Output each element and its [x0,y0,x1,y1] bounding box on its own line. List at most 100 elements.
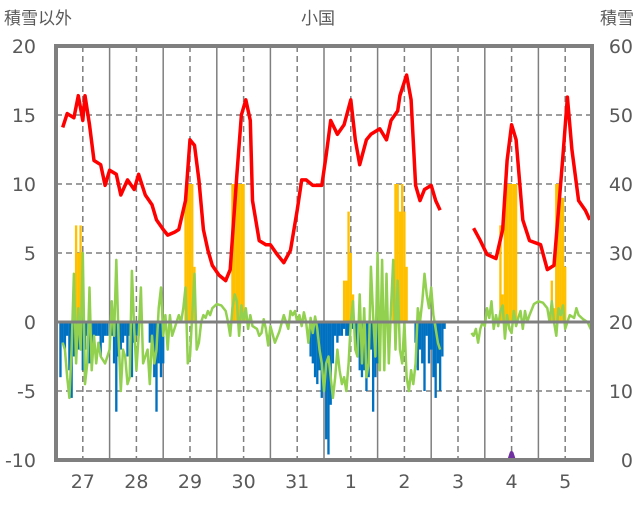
yellow-bar [398,211,402,322]
blue-bar [124,322,127,336]
right-tick-label: 50 [609,105,633,127]
yellow-bar [503,184,507,322]
blue-bar [418,322,422,350]
blue-bar [316,322,319,385]
blue-bar [430,322,433,350]
blue-bar [443,322,446,329]
right-tick-label: 60 [609,36,633,58]
blue-bar [345,322,348,336]
left-tick-label: -10 [5,450,36,472]
x-tick-label: 29 [178,471,202,493]
blue-bar [358,322,361,371]
yellow-bar [77,253,80,322]
x-tick-label: 2 [398,471,410,493]
blue-bar [340,322,344,336]
x-tick-label: 30 [232,471,256,493]
red-line [61,73,592,283]
blue-bar [427,322,431,364]
blue-bar [416,322,419,371]
blue-bar [106,322,109,336]
left-tick-label: 5 [24,243,36,265]
yellow-bar [349,253,352,322]
blue-bar [148,322,151,343]
blue-bar [115,322,118,412]
blue-bar [162,322,165,364]
yellow-bar [564,266,567,322]
x-tick-label: 27 [71,471,95,493]
yellow-bar [191,184,194,322]
blue-bar [119,322,122,350]
yellow-bar [347,211,350,322]
blue-bar [61,322,64,343]
yellow-bar [499,225,502,322]
left-tick-label: 15 [12,105,36,127]
yellow-bar [242,184,245,322]
blue-bar [376,322,379,364]
blue-bar [313,322,317,378]
yellow-bar [342,280,346,322]
blue-bar [157,322,160,364]
blue-bar [126,322,129,357]
yellow-bar [74,225,78,322]
yellow-bar [512,184,516,322]
yellow-bar [186,184,189,322]
blue-bar [155,322,158,412]
blue-bar [159,322,163,378]
blue-bar [63,322,67,350]
yellow-bar [400,184,404,322]
yellow-bar [559,197,562,322]
blue-bar [371,322,375,412]
blue-bar [112,322,116,364]
yellow-bar [403,211,406,322]
right-tick-label: 30 [609,243,633,265]
yellow-bar [345,280,348,322]
right-tick-label: 0 [621,450,633,472]
blue-bar [121,322,125,343]
yellow-bar [561,197,565,322]
chart-title: 小国 [301,9,335,29]
blue-bar [423,322,426,391]
x-tick-label: 3 [452,471,464,493]
blue-bar [130,322,134,378]
left-tick-label: 20 [12,36,36,58]
yellow-bar [557,184,560,322]
left-tick-label: 0 [24,312,36,334]
blue-bar [432,322,435,378]
blue-bar [101,322,105,343]
blue-bar [311,322,315,364]
yellow-bar [233,184,236,322]
x-tick-label: 28 [124,471,148,493]
blue-bar [325,322,328,440]
left-tick-label: -5 [17,381,36,403]
yellow-bar [508,184,511,322]
yellow-bar [184,197,187,322]
blue-bar [338,322,341,336]
blue-bar [103,322,107,336]
blue-bar [59,322,62,378]
blue-bar [421,322,424,364]
blue-bar [336,322,339,343]
yellow-bar [188,184,192,322]
yellow-bar [235,184,239,322]
blue-bar [65,322,69,336]
yellow-bar [79,225,82,322]
right-tick-label: 10 [609,381,633,403]
blue-bar [342,322,346,329]
right-tick-label: 40 [609,174,633,196]
left-axis-title: 積雪以外 [4,9,72,29]
blue-bar [369,322,373,350]
blue-bar [135,322,138,336]
yellow-bar [405,266,408,322]
blue-bar [331,322,335,364]
blue-bar [81,322,84,371]
blue-bar [327,322,330,455]
right-axis-title: 積雪 [600,9,634,29]
x-tick-label: 31 [285,471,309,493]
blue-bar [333,322,337,336]
blue-bar [329,322,332,405]
blue-bar [414,322,417,343]
yellow-bar [510,184,513,322]
yellow-bar [514,184,518,322]
blue-bar [438,322,442,391]
